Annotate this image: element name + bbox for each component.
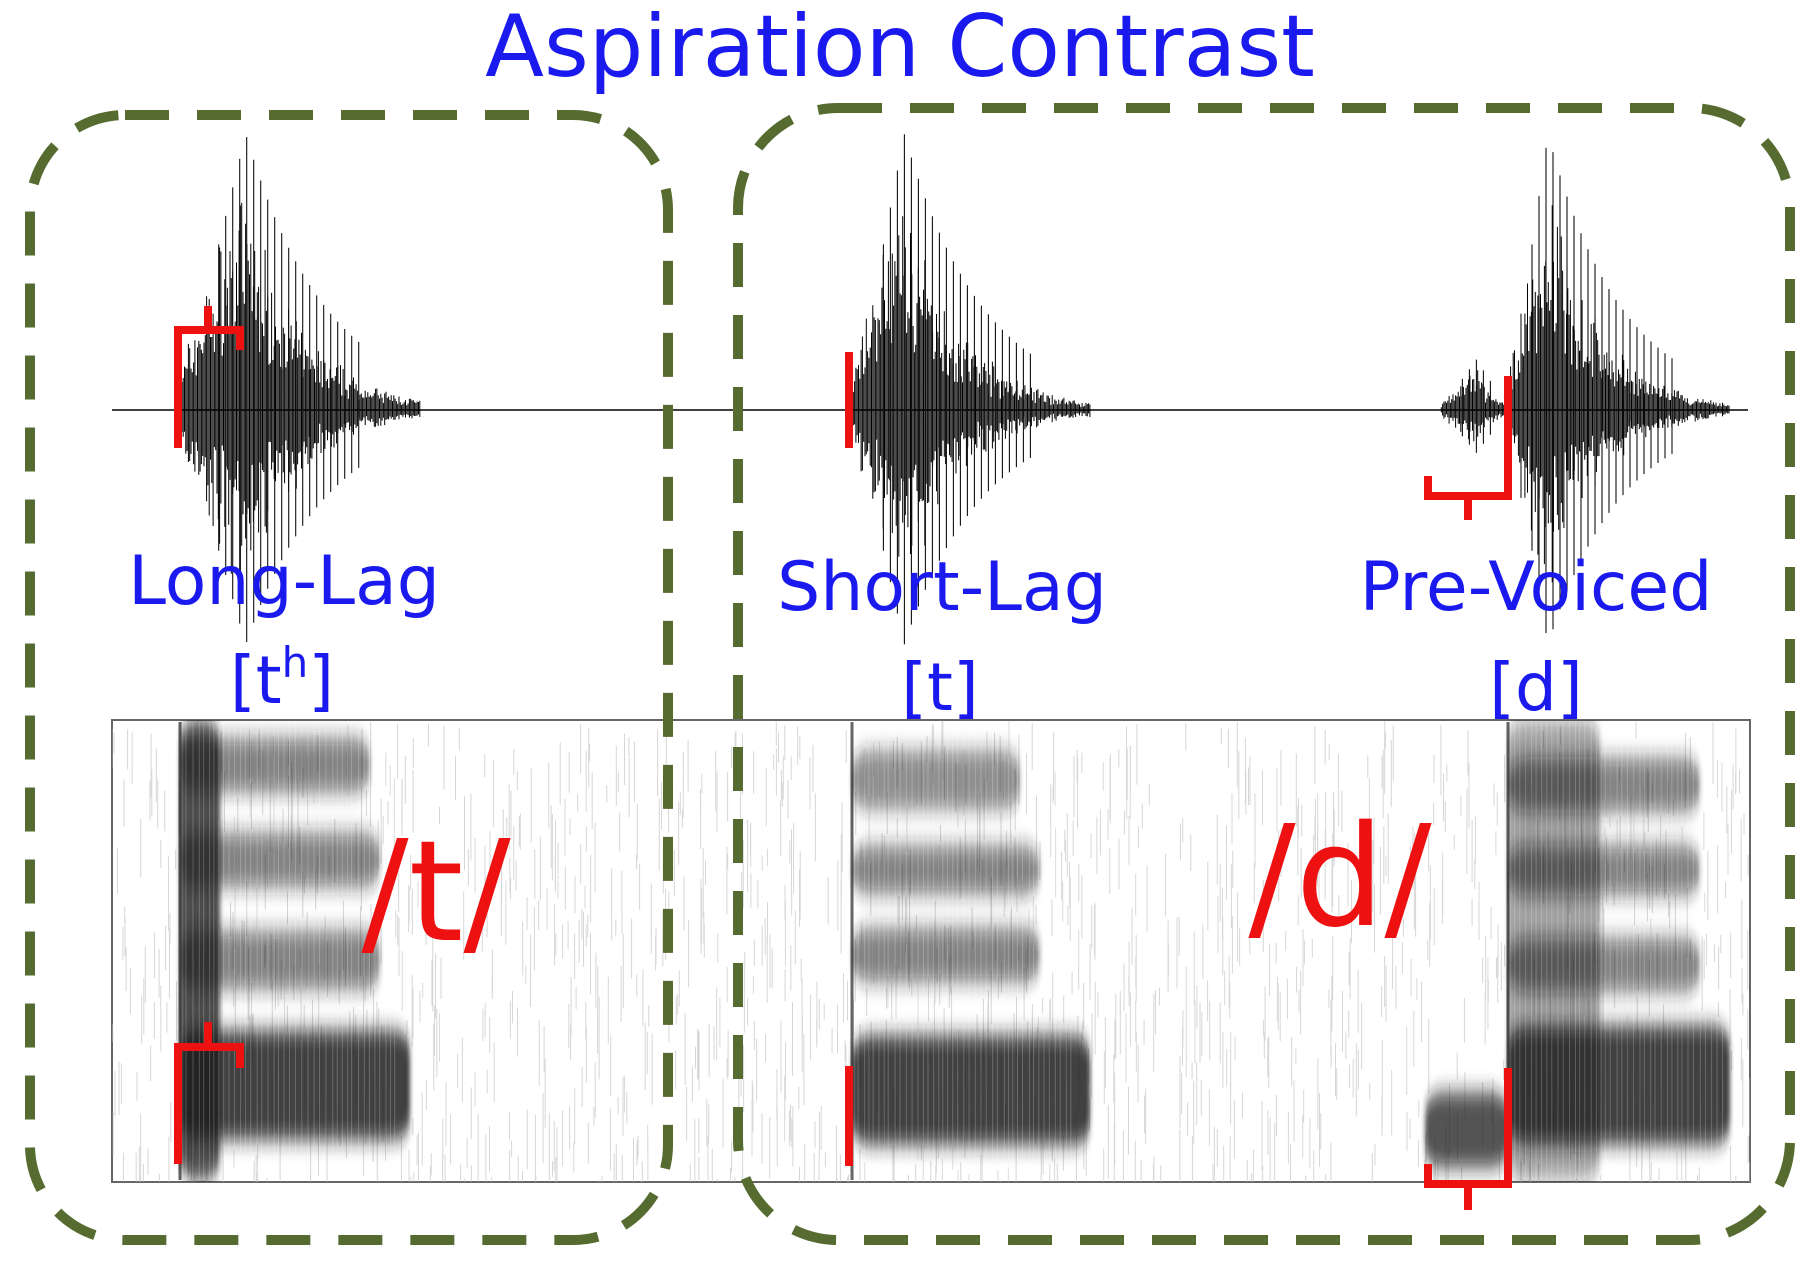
waveform-burst-pre-voiced: [1508, 147, 1730, 633]
waveform-prevoicing: [1440, 359, 1509, 453]
waveform-burst-short-lag: [852, 134, 1091, 645]
ipa-long-lag-close: ]: [308, 642, 334, 719]
vot-marker-long-lag-spec: [174, 1022, 244, 1164]
vot-marker-long-lag-wave: [174, 306, 244, 448]
waveform-prevoicing-path: [1440, 370, 1509, 442]
ipa-short-lag-close: ]: [953, 649, 979, 726]
band-long-lag-f2: [180, 930, 380, 990]
phoneme-t: /t/: [361, 811, 511, 974]
group-box-d: [733, 103, 1795, 1245]
band-pre-voiced-body: [1508, 720, 1600, 1180]
vot-markers: [174, 306, 1512, 1210]
waveform-traces: [178, 134, 1730, 645]
waveform-burst-pre-voiced-path: [1508, 205, 1730, 583]
ipa-pre-voiced: [d]: [1489, 649, 1582, 726]
band-long-lag-burst: [180, 720, 220, 1180]
band-short-lag-f4: [852, 750, 1020, 810]
band-short-lag-f1: [852, 1035, 1090, 1145]
label-long-lag: Long-Lag: [128, 542, 440, 621]
spectrogram-formant-bands: [180, 720, 1730, 1180]
label-short-lag: Short-Lag: [777, 548, 1107, 627]
vot-marker-prevoiced-wave: [1424, 376, 1512, 520]
waveform-burst-long-lag: [178, 137, 421, 642]
waveform: [112, 134, 1748, 645]
spectrogram: [111, 719, 1751, 1183]
diagram-title: Aspiration Contrast: [485, 0, 1315, 97]
waveform-burst-long-lag-spikes: [218, 137, 360, 642]
ipa-short-lag-base: [t: [901, 649, 953, 726]
band-short-lag-f3: [852, 845, 1040, 895]
ipa-short-lag: [t]: [901, 649, 978, 726]
ipa-pre-voiced-close: ]: [1557, 649, 1583, 726]
waveform-prevoicing-spikes: [1461, 359, 1491, 453]
group-box-t: [25, 110, 673, 1245]
ipa-long-lag-base: [t: [230, 642, 282, 719]
band-short-lag-f2: [852, 927, 1040, 983]
ipa-long-lag: [th]: [230, 638, 334, 719]
ipa-pre-voiced-base: [d: [1489, 649, 1557, 726]
band-long-lag-f3: [180, 832, 380, 888]
label-pre-voiced: Pre-Voiced: [1360, 548, 1713, 627]
waveform-burst-pre-voiced-spikes: [1531, 147, 1673, 633]
waveform-burst-long-lag-path: [178, 202, 421, 591]
ipa-long-lag-superscript: h: [282, 638, 309, 687]
band-long-lag-f4: [180, 737, 370, 793]
phoneme-d: /d/: [1248, 796, 1432, 959]
band-prevoicing: [1425, 1092, 1508, 1168]
waveform-burst-short-lag-path: [852, 216, 1091, 557]
vot-marker-prevoiced-spec: [1424, 1068, 1512, 1210]
waveform-burst-short-lag-spikes: [882, 134, 1031, 645]
